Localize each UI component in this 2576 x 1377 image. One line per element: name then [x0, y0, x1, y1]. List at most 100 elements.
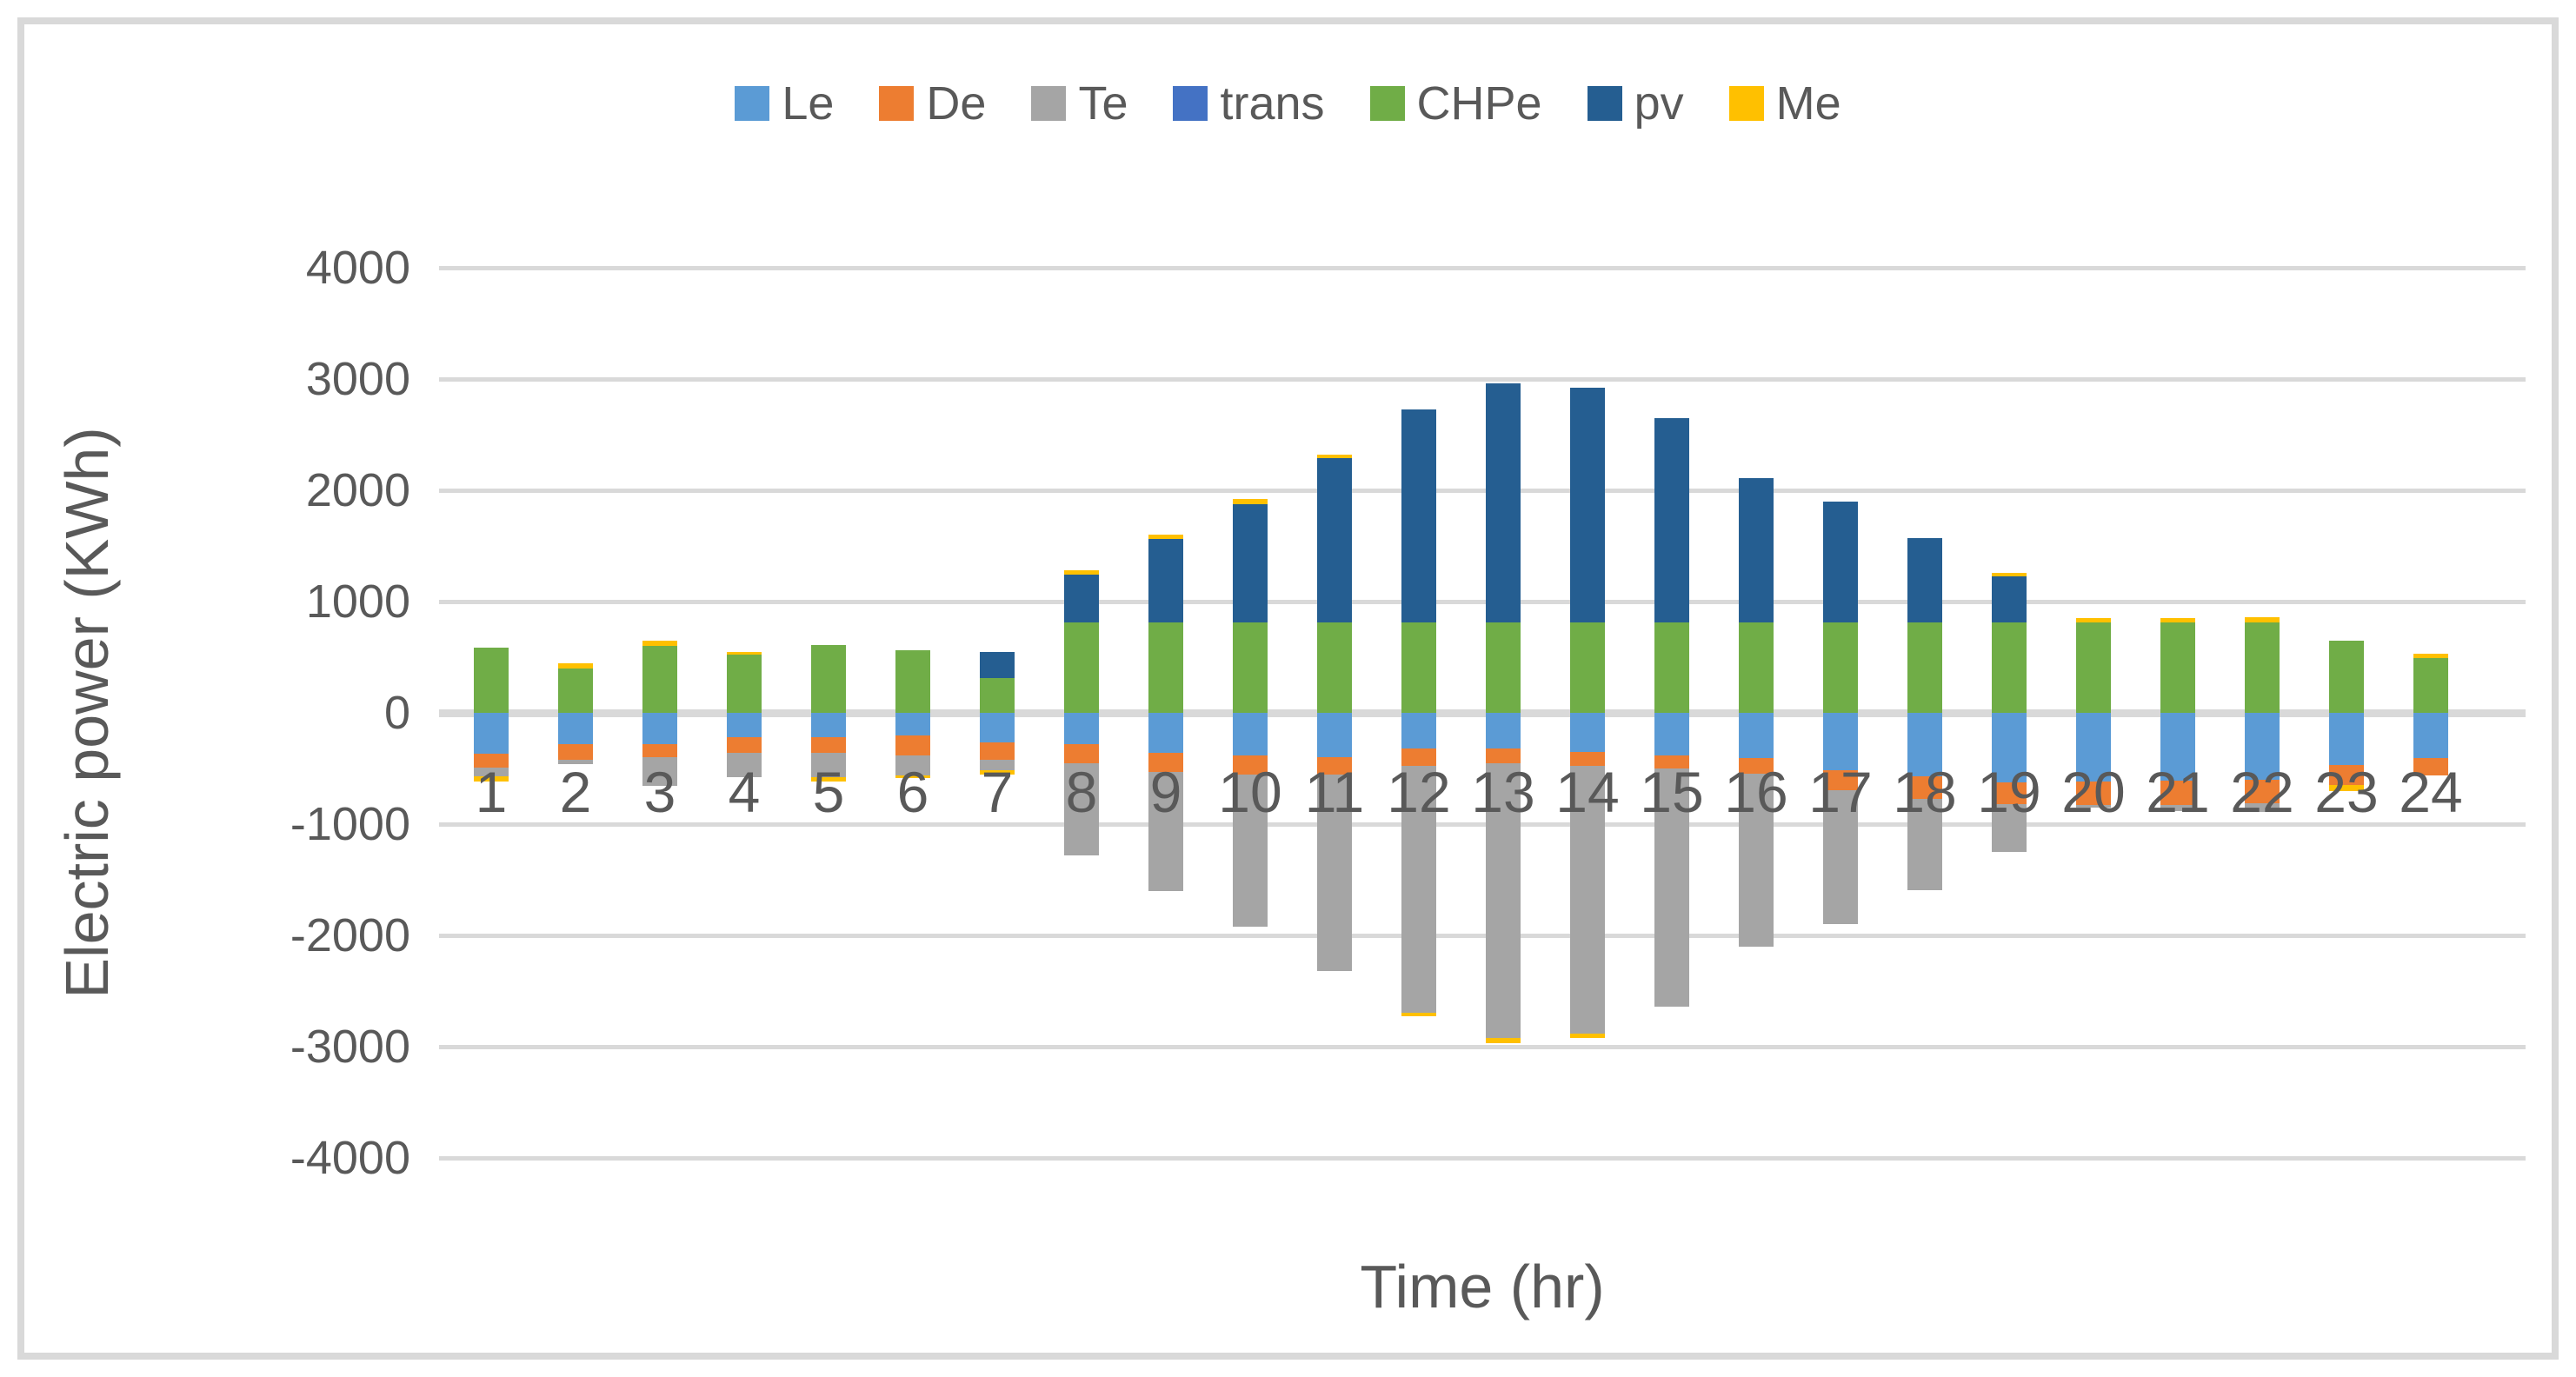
bar-segment-Me-hour-24[interactable]	[2413, 653, 2448, 659]
bar-segment-Me-hour-3[interactable]	[642, 640, 677, 647]
bar-segment-pv-hour-10[interactable]	[1233, 504, 1268, 623]
bar-segment-Me-hour-19[interactable]	[1992, 572, 2027, 577]
legend-item-Me[interactable]: Me	[1728, 80, 1841, 127]
bar-segment-Te-hour-3[interactable]	[642, 757, 677, 786]
bar-segment-pv-hour-11[interactable]	[1317, 457, 1352, 623]
bar-segment-pv-hour-13[interactable]	[1486, 383, 1521, 623]
bar-segment-Te-hour-6[interactable]	[895, 755, 930, 775]
bar-segment-pv-hour-14[interactable]	[1570, 388, 1605, 623]
bar-segment-CHPe-hour-16[interactable]	[1739, 622, 1774, 713]
bar-segment-Te-hour-13[interactable]	[1486, 762, 1521, 1039]
bar-segment-Le-hour-2[interactable]	[558, 713, 593, 745]
bar-segment-Le-hour-18[interactable]	[1907, 713, 1942, 776]
bar-segment-CHPe-hour-7[interactable]	[980, 677, 1015, 713]
bar-segment-Te-hour-11[interactable]	[1317, 775, 1352, 971]
bar-segment-De-hour-24[interactable]	[2413, 758, 2448, 775]
bar-segment-pv-hour-17[interactable]	[1823, 501, 1858, 623]
bar-segment-Le-hour-20[interactable]	[2076, 713, 2111, 782]
bar-segment-Me-hour-6[interactable]	[895, 775, 930, 778]
bar-segment-CHPe-hour-18[interactable]	[1907, 622, 1942, 713]
bar-segment-Le-hour-14[interactable]	[1570, 713, 1605, 752]
bar-segment-Me-hour-2[interactable]	[558, 663, 593, 669]
bar-segment-CHPe-hour-20[interactable]	[2076, 622, 2111, 713]
bar-segment-Le-hour-13[interactable]	[1486, 713, 1521, 748]
bar-segment-Me-hour-21[interactable]	[2160, 618, 2195, 623]
bar-segment-CHPe-hour-13[interactable]	[1486, 622, 1521, 713]
bar-segment-CHPe-hour-2[interactable]	[558, 669, 593, 713]
bar-segment-CHPe-hour-11[interactable]	[1317, 622, 1352, 713]
bar-segment-De-hour-7[interactable]	[980, 742, 1015, 761]
bar-segment-Me-hour-13[interactable]	[1486, 1038, 1521, 1043]
bar-segment-Le-hour-4[interactable]	[727, 713, 762, 737]
bar-segment-Me-hour-22[interactable]	[2245, 616, 2280, 623]
bar-segment-De-hour-15[interactable]	[1654, 755, 1689, 768]
bar-segment-pv-hour-12[interactable]	[1401, 409, 1436, 623]
bar-segment-De-hour-3[interactable]	[642, 743, 677, 758]
bar-segment-De-hour-20[interactable]	[2076, 782, 2111, 806]
bar-segment-Me-hour-8[interactable]	[1064, 570, 1099, 575]
bar-segment-Me-hour-9[interactable]	[1148, 535, 1183, 540]
bar-segment-Me-hour-7[interactable]	[980, 769, 1015, 775]
bar-segment-Le-hour-12[interactable]	[1401, 713, 1436, 748]
bar-segment-pv-hour-8[interactable]	[1064, 575, 1099, 623]
bar-segment-De-hour-4[interactable]	[727, 736, 762, 754]
bar-segment-De-hour-21[interactable]	[2160, 781, 2195, 806]
bar-segment-De-hour-2[interactable]	[558, 744, 593, 760]
legend-item-Le[interactable]: Le	[735, 80, 834, 127]
bar-segment-CHPe-hour-1[interactable]	[474, 648, 509, 713]
bar-segment-Me-hour-5[interactable]	[811, 777, 846, 782]
bar-segment-De-hour-12[interactable]	[1401, 748, 1436, 766]
bar-segment-De-hour-18[interactable]	[1907, 775, 1942, 799]
bar-segment-Le-hour-15[interactable]	[1654, 713, 1689, 756]
bar-segment-Te-hour-1[interactable]	[474, 768, 509, 776]
bar-segment-Te-hour-18[interactable]	[1907, 798, 1942, 890]
bar-segment-Le-hour-21[interactable]	[2160, 713, 2195, 782]
bar-segment-Le-hour-16[interactable]	[1739, 713, 1774, 759]
bar-segment-Le-hour-9[interactable]	[1148, 713, 1183, 754]
bar-segment-pv-hour-9[interactable]	[1148, 539, 1183, 623]
bar-segment-Me-hour-10[interactable]	[1233, 499, 1268, 504]
bar-segment-Le-hour-1[interactable]	[474, 713, 509, 754]
bar-segment-CHPe-hour-12[interactable]	[1401, 622, 1436, 713]
bar-segment-Le-hour-22[interactable]	[2245, 713, 2280, 780]
bar-segment-Te-hour-16[interactable]	[1739, 774, 1774, 947]
bar-segment-De-hour-13[interactable]	[1486, 748, 1521, 763]
bar-segment-pv-hour-19[interactable]	[1992, 576, 2027, 623]
bar-segment-Le-hour-6[interactable]	[895, 713, 930, 736]
bar-segment-Le-hour-8[interactable]	[1064, 713, 1099, 745]
bar-segment-Le-hour-23[interactable]	[2329, 713, 2364, 765]
bar-segment-Te-hour-9[interactable]	[1148, 771, 1183, 891]
bar-segment-Me-hour-11[interactable]	[1317, 455, 1352, 458]
bar-segment-De-hour-11[interactable]	[1317, 757, 1352, 775]
bar-segment-Te-hour-21[interactable]	[2160, 805, 2195, 811]
bar-segment-CHPe-hour-14[interactable]	[1570, 622, 1605, 713]
bar-segment-Te-hour-2[interactable]	[558, 759, 593, 764]
bar-segment-Te-hour-7[interactable]	[980, 760, 1015, 770]
bar-segment-CHPe-hour-23[interactable]	[2329, 640, 2364, 713]
bar-segment-De-hour-5[interactable]	[811, 736, 846, 754]
bar-segment-pv-hour-18[interactable]	[1907, 538, 1942, 623]
bar-segment-pv-hour-15[interactable]	[1654, 418, 1689, 623]
bar-segment-Te-hour-8[interactable]	[1064, 763, 1099, 856]
bar-segment-Le-hour-17[interactable]	[1823, 713, 1858, 770]
bar-segment-Te-hour-19[interactable]	[1992, 803, 2027, 852]
bar-segment-De-hour-14[interactable]	[1570, 751, 1605, 767]
legend-item-pv[interactable]: pv	[1587, 80, 1684, 127]
bar-segment-Le-hour-10[interactable]	[1233, 713, 1268, 756]
bar-segment-CHPe-hour-22[interactable]	[2245, 622, 2280, 713]
bar-segment-De-hour-23[interactable]	[2329, 764, 2364, 786]
bar-segment-pv-hour-7[interactable]	[980, 652, 1015, 678]
bar-segment-De-hour-10[interactable]	[1233, 755, 1268, 775]
bar-segment-pv-hour-16[interactable]	[1739, 477, 1774, 623]
bar-segment-CHPe-hour-24[interactable]	[2413, 658, 2448, 713]
legend-item-CHPe[interactable]: CHPe	[1369, 80, 1542, 127]
bar-segment-CHPe-hour-21[interactable]	[2160, 622, 2195, 713]
bar-segment-Le-hour-11[interactable]	[1317, 713, 1352, 758]
bar-segment-Te-hour-17[interactable]	[1823, 789, 1858, 924]
bar-segment-CHPe-hour-10[interactable]	[1233, 622, 1268, 713]
bar-segment-CHPe-hour-4[interactable]	[727, 654, 762, 713]
bar-segment-Le-hour-5[interactable]	[811, 713, 846, 737]
bar-segment-CHPe-hour-19[interactable]	[1992, 622, 2027, 713]
bar-segment-De-hour-16[interactable]	[1739, 758, 1774, 775]
bar-segment-CHPe-hour-17[interactable]	[1823, 622, 1858, 713]
